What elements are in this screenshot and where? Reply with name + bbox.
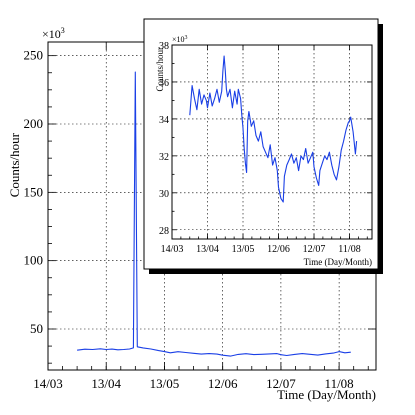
inset-ticks [171,44,372,239]
main-x-tick-label: 11/08 [325,376,354,391]
inset-x-tick-label: 12/07 [303,244,326,255]
inset-x-axis-title: Time (Day/Month) [304,257,372,267]
inset-y-tick-labels: 28 30 32 34 36 38 [159,41,169,237]
main-y-tick-label: 250 [24,48,44,63]
inset-x-tick-label: 14/03 [161,244,184,255]
main-chart: 50 100 150 200 250 14/03 13/04 13/05 12/06 12/07… [7,26,377,402]
main-y-axis-title: Counts/hour [7,132,22,197]
main-x-tick-label: 12/07 [266,376,296,391]
inset-y-tick-label: 28 [159,226,169,237]
inset-x-tick-label: 13/05 [232,244,255,255]
inset-x-tick-labels: 14/03 13/04 13/05 12/06 12/07 11/08 [161,244,361,255]
main-y-exponent: ×103 [42,26,65,41]
main-y-tick-label: 200 [24,116,44,131]
main-x-tick-label: 13/04 [91,376,121,391]
main-x-tick-label: 12/06 [208,376,238,391]
inset-y-axis-title: Counts/hour [155,47,165,92]
inset-y-tick-label: 30 [159,189,169,200]
inset-series [189,55,358,203]
inset-y-tick-label: 34 [159,115,169,126]
inset-y-tick-label: 36 [159,78,169,89]
main-x-tick-labels: 14/03 13/04 13/05 12/06 12/07 11/08 [33,376,354,391]
inset-series-line-0 [189,55,358,203]
main-series [77,71,351,357]
inset-y-exponent: ×103 [172,35,188,44]
main-y-tick-label: 100 [24,253,44,268]
inset-x-tick-label: 12/06 [267,244,290,255]
main-y-tick-label: 50 [30,321,43,336]
inset-x-tick-label: 13/04 [196,244,219,255]
main-y-tick-labels: 50 100 150 200 250 [24,48,44,336]
main-x-tick-label: 13/05 [150,376,180,391]
main-x-tick-label: 14/03 [33,376,63,391]
inset-chart: 28 30 32 34 36 38 14/03 13/04 13/05 12/06 12/07 11… [143,18,383,274]
main-series-line-0 [77,71,351,357]
inset-panel [143,18,379,270]
inset-x-tick-label: 11/08 [338,244,360,255]
main-y-tick-label: 150 [24,184,44,199]
inset-y-tick-label: 38 [159,41,169,52]
main-x-axis-title: Time (Day/Month) [277,387,376,402]
inset-y-tick-label: 32 [159,152,169,163]
